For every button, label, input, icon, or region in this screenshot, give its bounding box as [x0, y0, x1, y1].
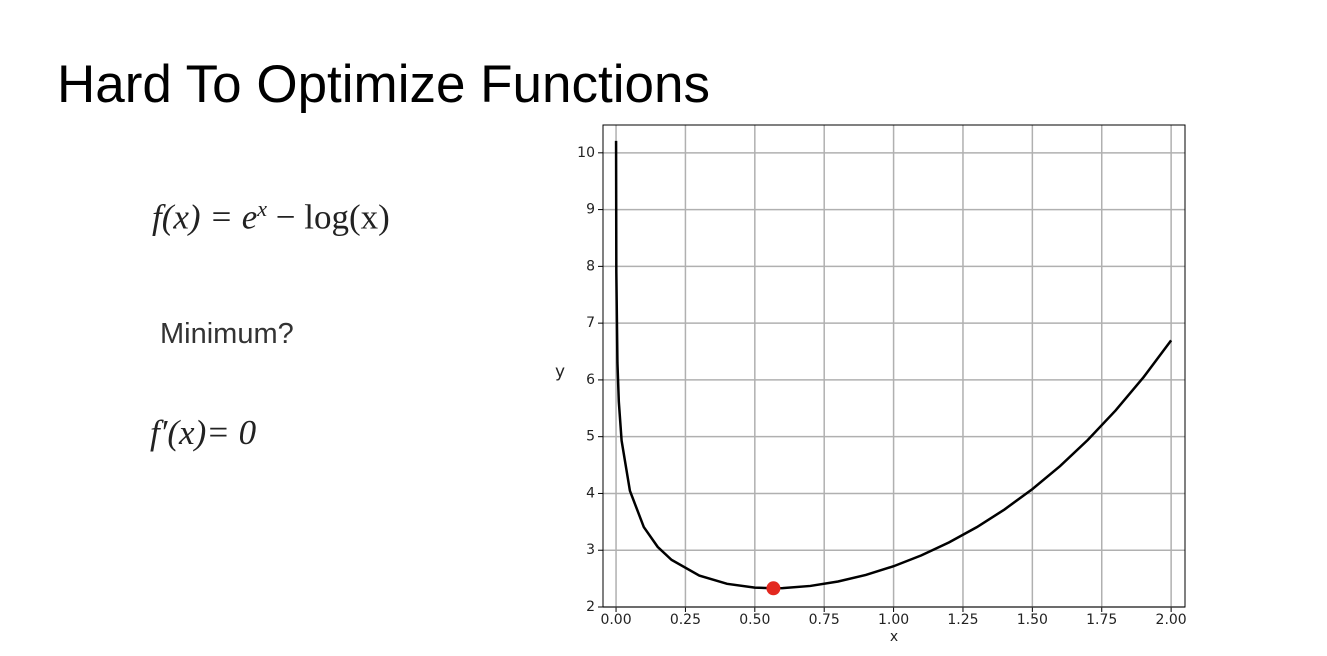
x-tick-label: 0.50 [739, 612, 770, 628]
derivative: f′(x)= 0 [150, 413, 256, 453]
x-tick-label: 1.00 [878, 612, 909, 628]
formula-text: f(x) = e [152, 197, 258, 237]
y-axis-label: y [555, 362, 565, 382]
derivative-text: f′(x)= 0 [150, 413, 257, 452]
slide-title: Hard To Optimize Functions [57, 55, 710, 114]
x-tick-label: 1.75 [1086, 612, 1117, 628]
x-axis-label: x [890, 629, 898, 645]
y-tick-label: 8 [586, 258, 595, 274]
minimum-label: Minimum? [160, 318, 294, 350]
formula: f(x) = ex − log(x) [152, 196, 390, 238]
y-tick-label: 2 [586, 599, 595, 615]
plot-frame [602, 124, 1186, 608]
minimum-point [766, 581, 781, 596]
x-tick-label: 0.75 [809, 612, 840, 628]
y-tick-label: 10 [577, 145, 595, 161]
y-tick-label: 3 [586, 542, 595, 558]
function-line [614, 140, 1173, 590]
formula-exponent: x [257, 196, 267, 221]
x-tick-label: 2.00 [1156, 612, 1187, 628]
y-tick-label: 9 [586, 202, 595, 218]
y-tick-label: 4 [586, 485, 595, 501]
formula-text: − log(x) [267, 197, 390, 237]
x-tick-label: 1.50 [1017, 612, 1048, 628]
y-tick-label: 7 [586, 315, 595, 331]
y-tick-label: 6 [586, 372, 595, 388]
y-tick-label: 5 [586, 429, 595, 445]
x-tick-label: 1.25 [947, 612, 978, 628]
x-tick-label: 0.25 [670, 612, 701, 628]
x-tick-label: 0.00 [600, 612, 631, 628]
